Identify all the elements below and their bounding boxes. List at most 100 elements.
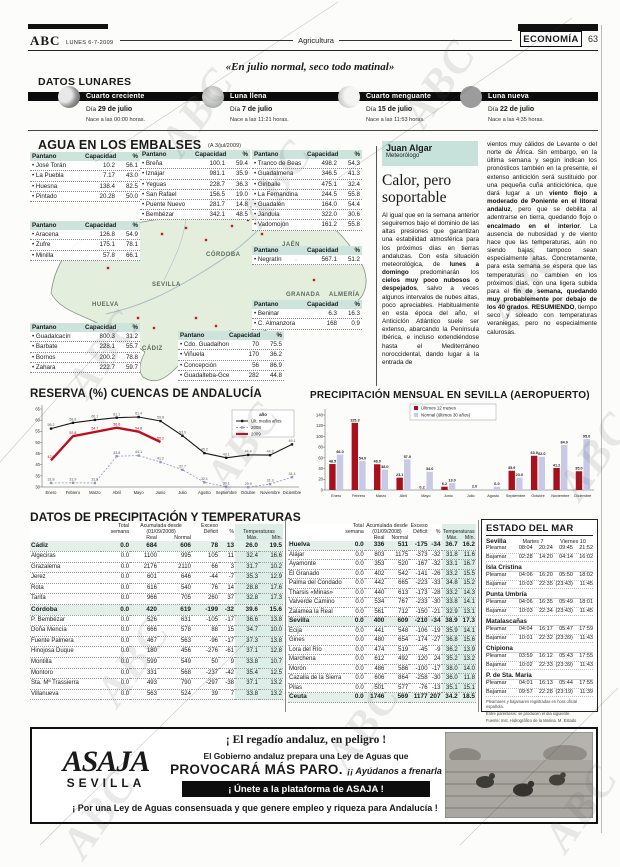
phase-name: Cuarto menguante [366, 93, 431, 100]
svg-text:44.4: 44.4 [245, 450, 252, 454]
svg-text:140: 140 [316, 412, 324, 417]
phase-day: Día 29 de julio [86, 106, 132, 113]
svg-text:41.2: 41.2 [553, 463, 560, 467]
svg-text:Enero: Enero [46, 490, 58, 495]
svg-text:6.2: 6.2 [442, 482, 447, 486]
svg-text:57.0: 57.0 [404, 455, 411, 459]
svg-text:45: 45 [35, 451, 40, 456]
svg-text:Abril: Abril [400, 494, 408, 498]
svg-text:63.9: 63.9 [530, 451, 537, 455]
svg-text:62.0: 62.0 [538, 452, 545, 456]
svg-text:Septiembre: Septiembre [506, 494, 525, 498]
svg-text:Junio: Junio [444, 494, 453, 498]
svg-text:Septiembre: Septiembre [216, 490, 238, 495]
moon-phase-nueva: Luna nueva Día 22 de julio Nace a las 4:… [460, 84, 600, 128]
ad-emphasis: PROVOCARÁ MÁS PARO. [170, 762, 343, 777]
sea-location: P. de Sta. María [486, 672, 593, 680]
svg-text:Octubre: Octubre [531, 494, 545, 498]
article-column-1: Al igual que en la semana anterior segui… [382, 212, 479, 367]
moon-half-icon [338, 86, 360, 108]
rule [339, 40, 512, 41]
phase-name: Luna nueva [488, 93, 529, 100]
svg-text:61.4: 61.4 [135, 412, 142, 416]
ad-text-line: El Gobierno andaluz prepara una Ley de A… [170, 751, 442, 761]
svg-text:31.8: 31.8 [91, 478, 98, 482]
table-divider [285, 520, 286, 712]
svg-text:Normal (últimos 30 años): Normal (últimos 30 años) [421, 413, 471, 418]
section-header: Agricultura [120, 36, 512, 45]
svg-text:Febrero: Febrero [352, 494, 365, 498]
svg-text:50.2: 50.2 [157, 437, 164, 441]
svg-text:6.0: 6.0 [494, 482, 499, 486]
svg-text:2009: 2009 [251, 432, 261, 437]
svg-text:80: 80 [318, 445, 323, 450]
svg-text:52.8: 52.8 [69, 431, 76, 435]
phase-day: Día 15 de julio [366, 106, 412, 113]
svg-text:Abril: Abril [113, 490, 121, 495]
svg-text:84.0: 84.0 [560, 440, 567, 444]
svg-text:Mayo: Mayo [421, 494, 430, 498]
svg-text:32.1: 32.1 [201, 477, 208, 481]
ad-bottom-line: ¡ Por una Ley de Aguas consensuada y que… [40, 803, 470, 813]
svg-text:37.7: 37.7 [179, 464, 186, 468]
svg-text:48.5: 48.5 [329, 459, 336, 463]
svg-text:año: año [259, 412, 267, 417]
svg-text:Mayo: Mayo [134, 490, 145, 495]
svg-text:95.0: 95.0 [583, 435, 590, 439]
svg-text:44.1: 44.1 [135, 450, 142, 454]
svg-text:125.3: 125.3 [350, 418, 360, 422]
moon-crescent-icon [58, 86, 80, 108]
phase-rise-time: Nace a las 00:00 horas. [86, 117, 145, 123]
article-headline: Calor, pero soportable [382, 172, 482, 206]
svg-text:Agosto: Agosto [198, 490, 211, 495]
svg-text:Marzo: Marzo [376, 494, 387, 498]
precip-table-title: DATOS DE PRECIPITACIÓN Y TEMPERATURAS [30, 510, 301, 524]
sea-title: ESTADO DEL MAR [486, 523, 593, 536]
svg-text:40: 40 [35, 462, 40, 467]
top-rule-right [518, 24, 598, 31]
svg-text:Junio: Junio [156, 490, 167, 495]
svg-text:35.0: 35.0 [575, 467, 582, 471]
svg-text:Agosto: Agosto [487, 494, 499, 498]
svg-text:HUELVA: HUELVA [92, 302, 119, 308]
svg-text:59.6: 59.6 [157, 416, 164, 420]
svg-text:Noviembre: Noviembre [260, 490, 281, 495]
svg-text:23.0: 23.0 [516, 473, 523, 477]
